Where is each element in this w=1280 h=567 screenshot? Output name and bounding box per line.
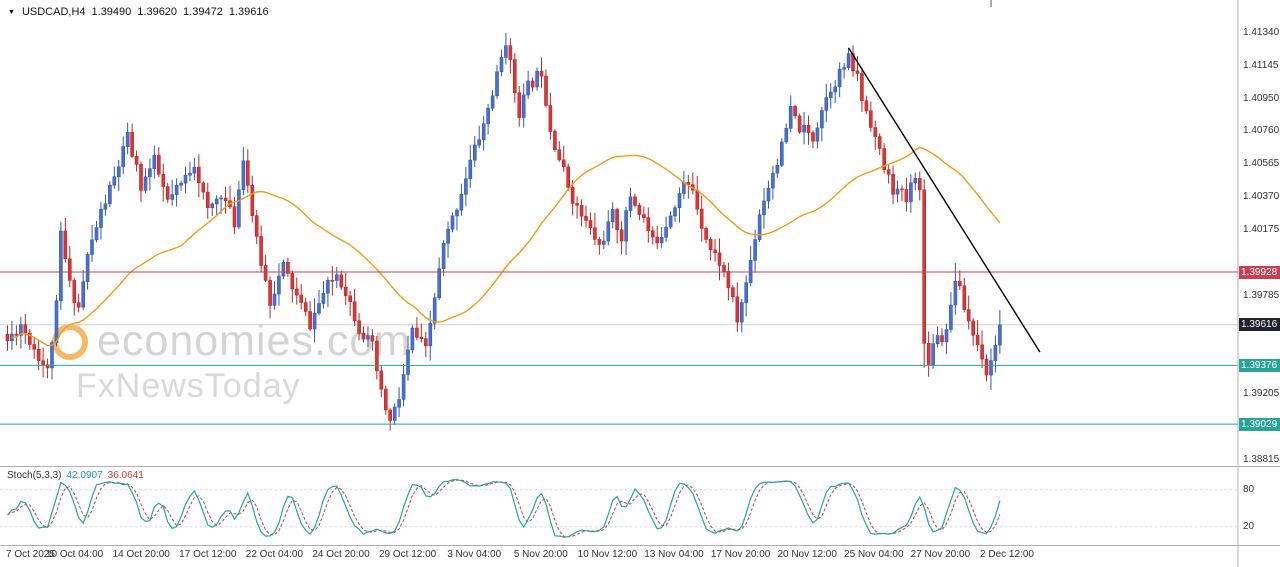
quote-open: 1.39490 bbox=[91, 6, 132, 18]
symbol-info-bar: ▼ USDCAD,H4 1.39490 1.39620 1.39472 1.39… bbox=[8, 6, 269, 18]
candlesticks bbox=[5, 33, 1002, 431]
stochastic-main-line bbox=[7, 478, 1001, 538]
trendline bbox=[847, 47, 1041, 353]
stoch-name: Stoch(5,3,3) bbox=[7, 470, 62, 481]
stochastic-label: Stoch(5,3,3) 42.0907 36.0641 bbox=[7, 470, 144, 481]
quote-low: 1.39472 bbox=[183, 6, 223, 18]
stoch-k-value: 42.0907 bbox=[66, 470, 103, 481]
symbol-name: USDCAD,H4 bbox=[21, 6, 86, 18]
symbol-dropdown-icon[interactable]: ▼ bbox=[8, 8, 15, 16]
quote-high: 1.39620 bbox=[137, 6, 178, 18]
stoch-d-value: 36.0641 bbox=[107, 470, 144, 481]
quote-close: 1.39616 bbox=[228, 6, 269, 18]
stochastic-signal-line bbox=[7, 479, 1001, 538]
moving-average-line bbox=[11, 146, 1001, 347]
